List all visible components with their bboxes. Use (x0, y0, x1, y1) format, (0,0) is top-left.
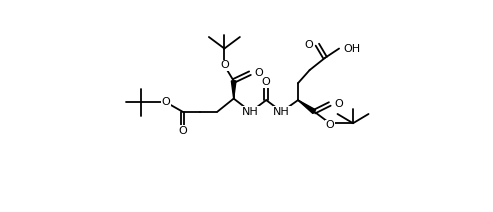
Text: NH: NH (273, 107, 290, 117)
Text: O: O (325, 120, 334, 130)
Text: O: O (304, 40, 313, 50)
Text: OH: OH (344, 43, 361, 54)
Text: O: O (254, 68, 263, 78)
Text: O: O (262, 77, 271, 87)
Polygon shape (231, 81, 236, 99)
Text: O: O (334, 99, 343, 109)
Polygon shape (298, 100, 316, 114)
Text: O: O (162, 98, 171, 107)
Text: NH: NH (243, 107, 259, 117)
Text: O: O (220, 60, 229, 70)
Text: O: O (178, 126, 187, 135)
